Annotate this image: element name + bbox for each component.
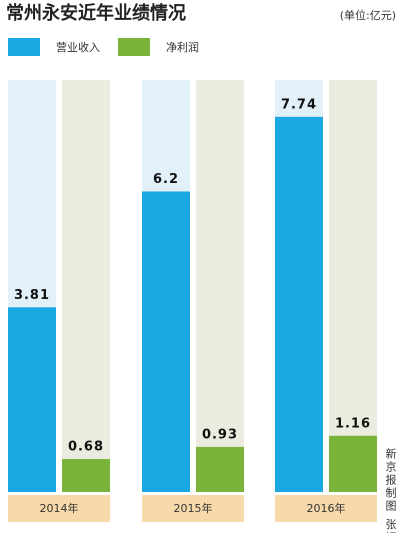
value-label: 0.93 <box>202 427 238 442</box>
category-box <box>8 495 110 522</box>
legend-swatch <box>118 38 150 56</box>
value-label: 1.16 <box>335 416 371 431</box>
legend-swatch <box>8 38 40 56</box>
bar <box>62 459 110 492</box>
bar <box>196 446 244 492</box>
unit-note: (单位:亿元) <box>340 8 396 22</box>
bar <box>142 191 190 492</box>
bar-background <box>329 80 377 492</box>
value-label: 3.81 <box>14 288 50 303</box>
category-box <box>275 495 377 522</box>
chart-title: 常州永安近年业绩情况 <box>6 2 186 24</box>
x-tick-label: 2016年 <box>307 501 346 515</box>
x-tick-label: 2014年 <box>40 501 79 515</box>
value-label: 6.2 <box>153 172 179 187</box>
x-tick-label: 2015年 <box>174 501 213 515</box>
value-label: 0.68 <box>68 440 104 455</box>
credit: 新京报制图 张妍 <box>384 447 397 533</box>
bar <box>329 435 377 492</box>
category-box <box>142 495 244 522</box>
bar <box>275 116 323 492</box>
legend-label: 营业收入 <box>56 40 100 54</box>
legend-label: 净利润 <box>166 40 199 54</box>
bar-background <box>196 80 244 492</box>
bar <box>8 307 56 492</box>
value-label: 7.74 <box>281 97 317 112</box>
bar-background <box>62 80 110 492</box>
